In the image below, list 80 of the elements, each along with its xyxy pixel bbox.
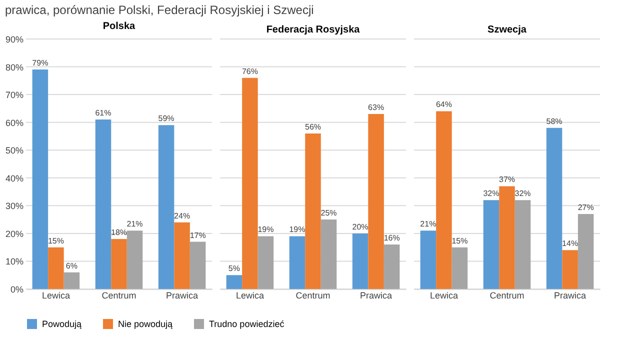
y-tick-label: 50%	[5, 146, 24, 156]
data-label: 17%	[190, 230, 206, 240]
data-label: 56%	[304, 122, 322, 132]
bar	[305, 133, 321, 289]
bar	[126, 230, 143, 289]
data-label: 15%	[48, 236, 64, 246]
bar	[158, 125, 174, 289]
bar	[226, 275, 242, 289]
bar	[420, 230, 436, 289]
bar	[320, 220, 337, 289]
data-label: 6%	[66, 261, 78, 270]
bar	[289, 236, 306, 289]
x-tick-label: Prawica	[360, 290, 392, 300]
legend-label: Trudno powiedzieć	[209, 319, 285, 329]
y-tick-label: 70%	[5, 90, 24, 100]
x-tick-label: Centrum	[296, 290, 330, 300]
bar	[352, 233, 368, 289]
bar	[452, 247, 468, 289]
y-tick-label: 20%	[5, 228, 24, 239]
y-tick-label: 0%	[10, 284, 24, 294]
data-label: 19%	[289, 225, 306, 234]
bar	[111, 239, 127, 289]
bar	[562, 250, 578, 289]
data-label: 21%	[126, 220, 143, 229]
bar	[546, 128, 562, 289]
data-label: 21%	[420, 220, 436, 229]
data-label: 37%	[498, 175, 516, 184]
bar	[514, 200, 531, 289]
bar	[242, 78, 258, 289]
data-label: 20%	[352, 222, 368, 232]
bar	[368, 114, 384, 289]
y-tick-label: 30%	[5, 201, 24, 212]
bar	[578, 214, 594, 289]
bar	[174, 222, 190, 289]
chart-title: Polska	[102, 21, 136, 32]
data-label: 61%	[95, 108, 112, 118]
chart-title: Federacja Rosyjska	[266, 24, 360, 36]
data-label: 58%	[546, 116, 562, 126]
bar	[436, 111, 452, 289]
x-tick-label: Prawica	[166, 290, 198, 300]
legend-label: Nie powodują	[118, 319, 173, 329]
y-tick-label: 60%	[5, 118, 24, 128]
bar	[483, 200, 500, 289]
chart-title: Szwecja	[488, 24, 527, 36]
y-tick-label: 10%	[5, 256, 24, 267]
data-label: 18%	[110, 228, 128, 237]
y-tick-label: 90%	[5, 34, 24, 44]
data-label: 32%	[514, 189, 531, 198]
data-label: 19%	[258, 225, 274, 234]
data-label: 59%	[158, 114, 174, 124]
data-label: 64%	[436, 100, 452, 110]
bar	[258, 236, 274, 289]
bar	[64, 272, 80, 289]
data-label: 32%	[483, 189, 500, 198]
bar	[499, 186, 515, 289]
data-label: 25%	[320, 208, 337, 218]
data-label: 16%	[384, 234, 400, 243]
data-label: 14%	[562, 239, 578, 248]
x-tick-label: Centrum	[102, 290, 136, 300]
x-tick-label: Centrum	[490, 290, 524, 300]
y-tick-label: 80%	[5, 62, 24, 72]
data-label: 24%	[174, 211, 190, 220]
text: prawica, porównanie Polski, Federacji Rosyjskiej i Szwecji	[4, 3, 314, 17]
data-label: 79%	[32, 58, 48, 68]
data-label: 63%	[368, 103, 384, 112]
data-label: 27%	[578, 203, 594, 212]
legend-label: Powodują	[42, 319, 82, 329]
bar	[190, 242, 206, 289]
data-label: 76%	[242, 66, 258, 76]
bar	[32, 70, 48, 289]
x-tick-label: Lewica	[42, 290, 70, 300]
data-label: 15%	[452, 236, 468, 246]
y-tick-label: 40%	[5, 173, 24, 184]
x-tick-label: Prawica	[554, 290, 586, 300]
x-tick-label: Lewica	[430, 290, 458, 300]
x-tick-label: Lewica	[236, 290, 264, 300]
bar	[384, 244, 400, 289]
bar	[48, 247, 64, 289]
data-label: 5%	[228, 264, 240, 274]
bar	[95, 120, 112, 289]
